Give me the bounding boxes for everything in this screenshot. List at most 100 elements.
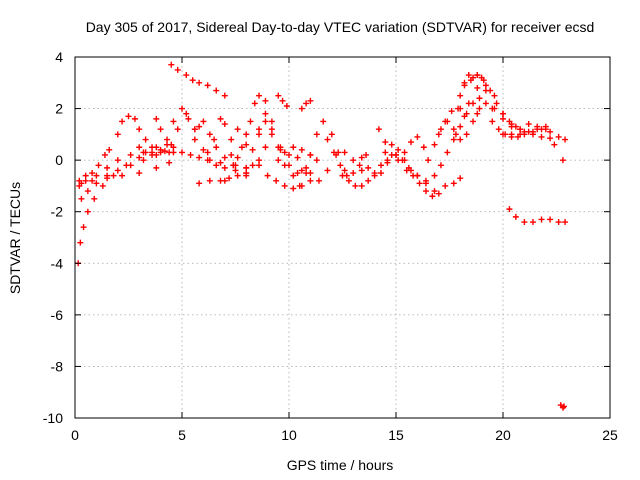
data-point [514, 133, 521, 140]
data-point [474, 72, 481, 79]
data-point [191, 136, 198, 143]
data-point [307, 97, 314, 104]
data-point [298, 146, 305, 153]
data-point [217, 115, 224, 122]
data-point [313, 131, 320, 138]
data-point [256, 92, 263, 99]
data-point [444, 149, 451, 156]
data-point [457, 105, 464, 112]
data-point [204, 82, 211, 89]
data-point [489, 118, 496, 125]
data-point [114, 131, 121, 138]
data-point [384, 159, 391, 166]
data-point [196, 123, 203, 130]
data-point [262, 110, 269, 117]
data-point [506, 206, 513, 213]
data-point [228, 151, 235, 158]
series-arc23 [307, 149, 365, 184]
data-point [420, 144, 427, 151]
data-point [313, 157, 320, 164]
y-tick-label: -4 [51, 255, 64, 271]
data-point [345, 177, 352, 184]
data-point [465, 72, 472, 79]
data-point [422, 177, 429, 184]
data-point [448, 108, 455, 115]
data-point [495, 126, 502, 133]
data-point [435, 190, 442, 197]
data-point [127, 151, 134, 158]
data-point [493, 100, 500, 107]
data-point [104, 164, 111, 171]
data-point [213, 144, 220, 151]
data-point [256, 157, 263, 164]
series-arc39 [506, 206, 569, 226]
data-point [339, 172, 346, 179]
data-point [114, 167, 121, 174]
y-tick-label: 4 [55, 49, 63, 65]
data-point [77, 239, 84, 246]
data-point [337, 162, 344, 169]
data-point [474, 110, 481, 117]
data-point [290, 185, 297, 192]
series-arc02 [76, 146, 113, 184]
data-point [82, 177, 89, 184]
data-point [500, 131, 506, 138]
data-point [474, 84, 481, 91]
chart-title: Day 305 of 2017, Sidereal Day-to-day VTE… [86, 19, 595, 35]
data-point [487, 87, 494, 94]
data-point [262, 118, 269, 125]
data-point [119, 118, 126, 125]
data-point [136, 154, 143, 161]
data-point [221, 177, 228, 184]
data-point [89, 177, 96, 184]
series-arc28 [382, 141, 429, 184]
data-point [279, 97, 286, 104]
data-point [324, 136, 331, 143]
data-point [480, 77, 487, 84]
data-point [273, 177, 280, 184]
data-point [221, 92, 228, 99]
data-point [189, 77, 196, 84]
data-point [196, 79, 203, 86]
data-point [461, 113, 468, 120]
data-point [341, 149, 348, 156]
data-point [547, 128, 554, 135]
series-arc14 [221, 126, 269, 184]
data-point [127, 162, 134, 169]
data-point [437, 162, 444, 169]
data-point [442, 118, 449, 125]
data-point [560, 403, 567, 410]
data-point [358, 182, 365, 189]
data-point [183, 110, 190, 117]
points-layer [75, 61, 569, 411]
data-point [187, 151, 194, 158]
data-point [106, 146, 113, 153]
data-point [226, 175, 233, 182]
data-point [283, 102, 290, 109]
data-point [196, 180, 203, 187]
data-point [435, 131, 442, 138]
data-point [164, 136, 171, 143]
series-arc36 [474, 100, 549, 135]
data-point [491, 92, 498, 99]
data-point [500, 110, 506, 117]
data-point [142, 149, 149, 156]
data-point [191, 126, 198, 133]
data-point [562, 219, 569, 226]
y-tick-label: -6 [51, 307, 64, 323]
data-point [450, 180, 457, 187]
data-point [529, 128, 536, 135]
data-point [371, 172, 378, 179]
data-point [538, 133, 545, 140]
data-point [238, 144, 245, 151]
data-point [365, 177, 372, 184]
data-point [247, 118, 254, 125]
data-point [422, 188, 429, 195]
data-point [517, 126, 524, 133]
data-point [243, 170, 250, 177]
data-point [555, 219, 562, 226]
data-point [457, 175, 464, 182]
data-point [388, 151, 395, 158]
x-tick-label: 15 [388, 427, 404, 443]
